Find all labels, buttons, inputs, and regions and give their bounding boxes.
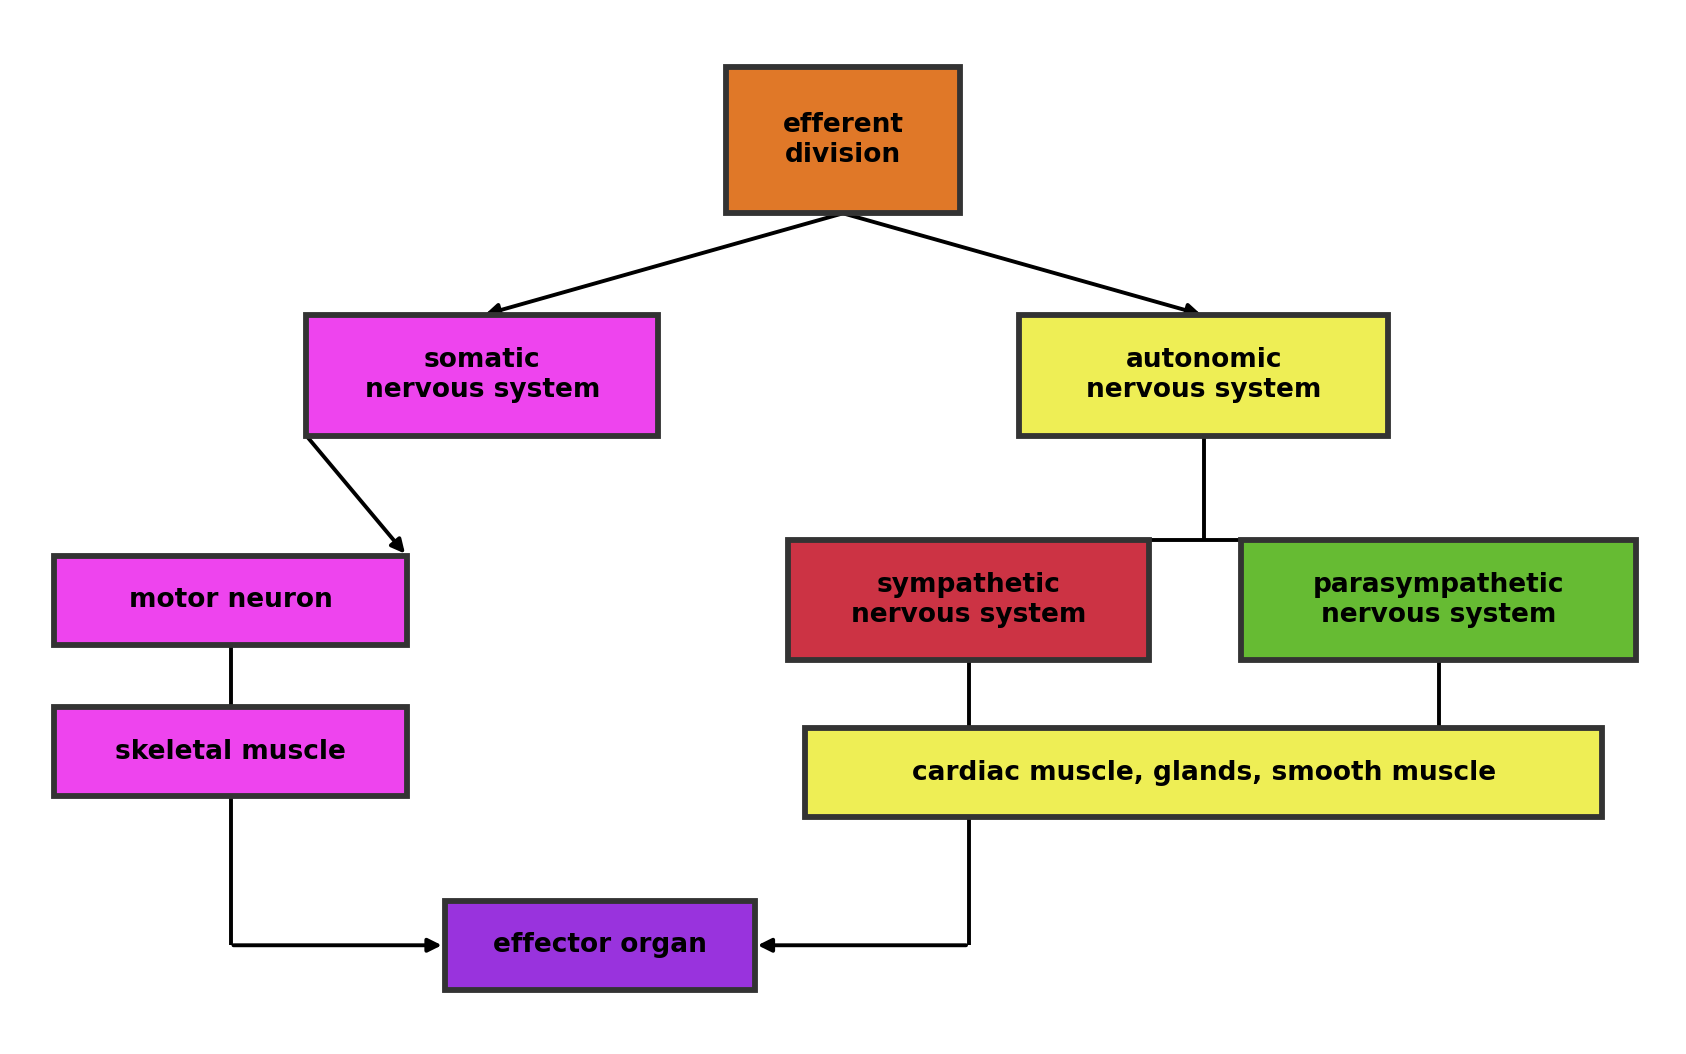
Text: parasympathetic
nervous system: parasympathetic nervous system <box>1313 572 1565 628</box>
FancyBboxPatch shape <box>54 555 406 645</box>
Text: somatic
nervous system: somatic nervous system <box>364 348 600 404</box>
FancyBboxPatch shape <box>1241 540 1635 660</box>
FancyBboxPatch shape <box>307 315 659 435</box>
FancyBboxPatch shape <box>806 728 1602 817</box>
Text: efferent
division: efferent division <box>782 112 904 168</box>
FancyBboxPatch shape <box>789 540 1150 660</box>
FancyBboxPatch shape <box>1018 315 1388 435</box>
Text: autonomic
nervous system: autonomic nervous system <box>1086 348 1322 404</box>
FancyBboxPatch shape <box>54 707 406 796</box>
FancyBboxPatch shape <box>445 901 755 990</box>
Text: cardiac muscle, glands, smooth muscle: cardiac muscle, glands, smooth muscle <box>912 760 1495 785</box>
Text: sympathetic
nervous system: sympathetic nervous system <box>851 572 1086 628</box>
FancyBboxPatch shape <box>725 66 961 213</box>
Text: skeletal muscle: skeletal muscle <box>115 739 346 765</box>
Text: effector organ: effector organ <box>492 933 706 958</box>
Text: motor neuron: motor neuron <box>128 587 332 613</box>
